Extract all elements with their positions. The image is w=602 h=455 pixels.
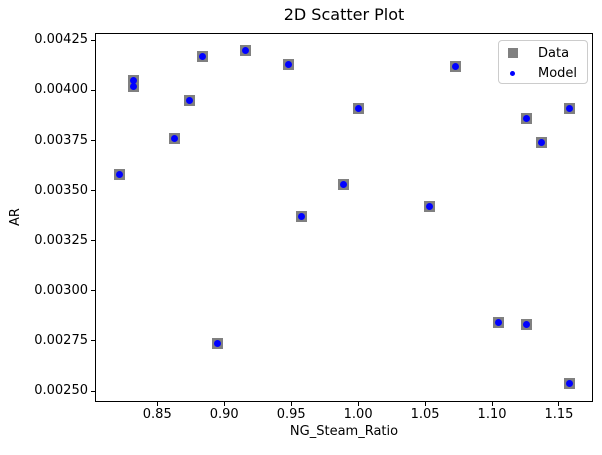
model-point-marker	[339, 181, 347, 189]
legend-marker-slot	[499, 70, 526, 76]
x-tick-mark	[223, 402, 225, 406]
y-tick-mark	[91, 290, 95, 292]
model-point-marker	[214, 339, 222, 347]
y-tick-label: 0.00350	[34, 182, 88, 198]
legend-label-model: Model	[538, 65, 578, 81]
y-tick-mark	[91, 190, 95, 192]
x-tick-mark	[290, 402, 292, 406]
x-tick-label: 1.00	[343, 407, 373, 422]
model-point-marker	[495, 319, 503, 327]
model-point-marker	[298, 213, 306, 221]
x-tick-label: 0.90	[209, 407, 239, 422]
y-tick-label: 0.00300	[34, 282, 88, 298]
legend-label-data: Data	[538, 45, 570, 61]
legend-item-model: Model	[499, 63, 587, 83]
model-point-marker	[523, 115, 531, 123]
y-tick-mark	[91, 340, 95, 342]
chart-title: 2D Scatter Plot	[283, 5, 405, 24]
y-tick-label: 0.00425	[34, 32, 88, 48]
y-tick-mark	[91, 39, 95, 41]
y-tick-label: 0.00250	[34, 383, 88, 399]
model-point-marker	[284, 60, 292, 68]
model-point-marker	[171, 135, 179, 143]
x-axis-label: NG_Steam_Ratio	[289, 424, 399, 439]
square-marker-icon	[507, 48, 518, 58]
model-point-marker	[523, 321, 531, 329]
model-point-marker	[199, 52, 207, 60]
x-tick-label: 0.85	[142, 407, 172, 422]
legend-item-data: Data	[499, 43, 587, 63]
legend: Data Model	[498, 40, 588, 84]
x-tick-label: 1.15	[544, 407, 574, 422]
model-point-marker	[566, 105, 574, 113]
circle-marker-icon	[510, 70, 515, 76]
model-point-marker	[354, 105, 362, 113]
model-point-marker	[538, 139, 546, 147]
model-point-marker	[116, 171, 124, 179]
x-tick-label: 1.10	[477, 407, 507, 422]
y-tick-mark	[91, 89, 95, 91]
model-point-marker	[242, 46, 250, 54]
y-tick-mark	[91, 140, 95, 142]
x-tick-mark	[558, 402, 560, 406]
y-tick-label: 0.00325	[34, 232, 88, 248]
y-tick-label: 0.00400	[34, 82, 88, 98]
plot-area	[95, 33, 593, 402]
x-tick-mark	[357, 402, 359, 406]
model-point-marker	[129, 82, 137, 90]
model-point-marker	[129, 76, 137, 84]
x-tick-label: 0.95	[276, 407, 306, 422]
y-tick-label: 0.00275	[34, 332, 88, 348]
model-point-marker	[452, 62, 460, 70]
model-point-marker	[566, 379, 574, 387]
x-tick-mark	[424, 402, 426, 406]
x-tick-label: 1.05	[410, 407, 440, 422]
model-point-marker	[425, 203, 433, 211]
model-point-marker	[185, 97, 193, 104]
y-tick-mark	[91, 240, 95, 242]
legend-marker-slot	[499, 48, 526, 58]
y-axis-label: AR	[7, 208, 23, 226]
y-tick-label: 0.00375	[34, 132, 88, 148]
y-tick-mark	[91, 390, 95, 392]
x-tick-mark	[491, 402, 493, 406]
x-tick-mark	[156, 402, 158, 406]
